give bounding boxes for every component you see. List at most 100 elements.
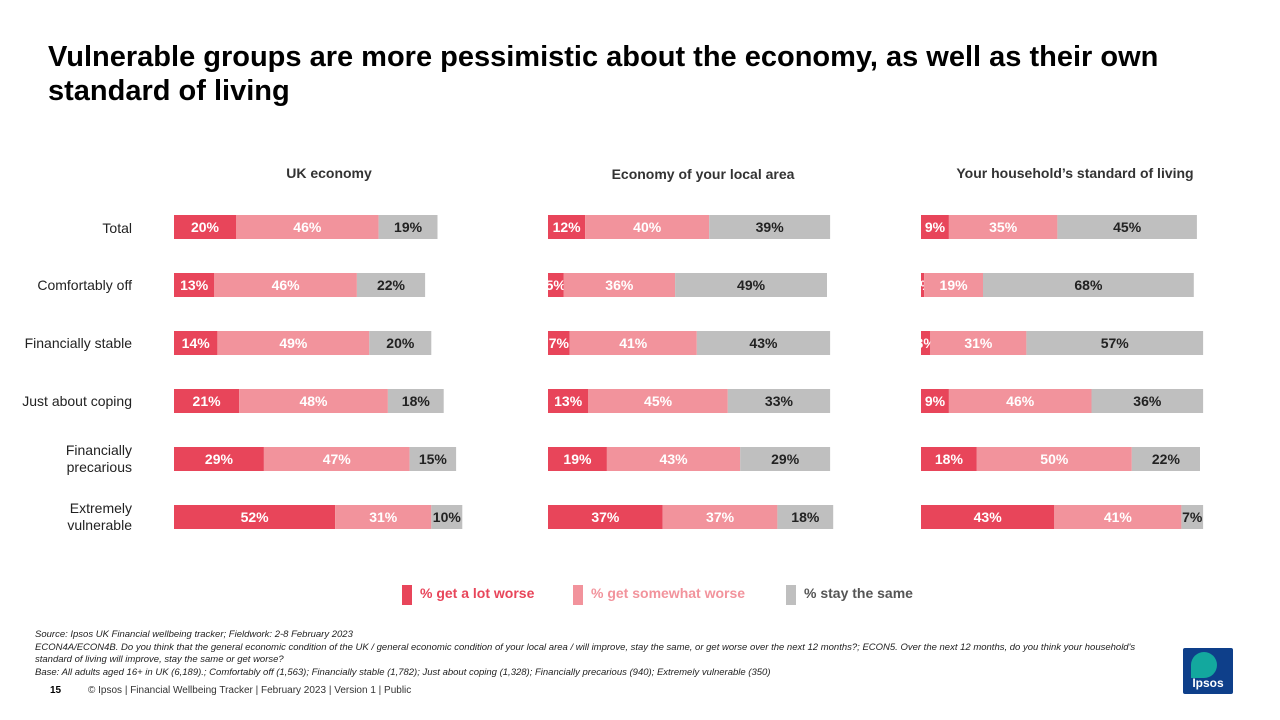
page-number: 15: [50, 685, 62, 696]
bar-3-3-somewhat-worse: [930, 331, 1027, 355]
bar-label-2-1-somewhat-worse: 40%: [633, 219, 662, 235]
chart-legend: % get a lot worse % get somewhat worse %…: [0, 585, 1280, 607]
bar-label-2-1-stay-same: 39%: [756, 219, 785, 235]
category-label-extremely-vulnerable-line1: Extremely: [69, 500, 132, 516]
footnotes: Source: Ipsos UK Financial wellbeing tra…: [35, 629, 1165, 679]
legend-swatch-stay-same: [786, 585, 796, 605]
bar-1-6-stay-same: [431, 505, 463, 529]
logo-text: Ipsos: [1192, 676, 1224, 690]
bar-3-2-lot-worse: [921, 273, 925, 297]
bar-3-4-stay-same: [1091, 389, 1204, 413]
legend-swatch-somewhat-worse: [573, 585, 583, 605]
bar-label-2-6-lot-worse: 37%: [591, 509, 620, 525]
bar-3-4-somewhat-worse: [948, 389, 1092, 413]
bar-1-2-stay-same: [356, 273, 426, 297]
bar-label-1-2-somewhat-worse: 46%: [272, 277, 301, 293]
bar-1-6-lot-worse: [174, 505, 336, 529]
bar-3-2-somewhat-worse: [924, 273, 983, 297]
bar-label-1-3-somewhat-worse: 49%: [279, 335, 308, 351]
bar-label-1-3-lot-worse: 14%: [182, 335, 211, 351]
bar-1-2-lot-worse: [174, 273, 215, 297]
bar-3-5-lot-worse: [921, 447, 977, 471]
bar-1-5-somewhat-worse: [263, 447, 410, 471]
bar-2-6-lot-worse: [548, 505, 663, 529]
bar-3-6-somewhat-worse: [1054, 505, 1182, 529]
panel-title-local-economy: Economy of your local area: [611, 166, 795, 182]
category-label-financially-precarious-line2: precarious: [66, 459, 132, 475]
bar-label-2-5-lot-worse: 19%: [563, 451, 592, 467]
logo-mark-icon: [1191, 652, 1217, 678]
bar-label-1-5-somewhat-worse: 47%: [323, 451, 352, 467]
bar-3-3-stay-same: [1026, 331, 1204, 355]
bar-label-3-1-stay-same: 45%: [1113, 219, 1142, 235]
bar-label-3-3-stay-same: 57%: [1101, 335, 1130, 351]
bar-label-1-4-somewhat-worse: 48%: [299, 393, 328, 409]
bar-1-4-lot-worse: [174, 389, 240, 413]
bar-label-1-6-stay-same: 10%: [433, 509, 462, 525]
footer-text: © Ipsos | Financial Wellbeing Tracker | …: [88, 685, 412, 696]
bar-label-3-4-lot-worse: 9%: [925, 393, 946, 409]
ipsos-logo: Ipsos: [1183, 648, 1233, 694]
bar-label-3-4-somewhat-worse: 46%: [1006, 393, 1035, 409]
footnote-base: Base: All adults aged 16+ in UK (6,189).…: [35, 666, 771, 678]
bar-label-3-2-somewhat-worse: 19%: [940, 277, 969, 293]
bar-label-3-6-lot-worse: 43%: [974, 509, 1003, 525]
bar-label-3-3-somewhat-worse: 31%: [964, 335, 993, 351]
bar-label-3-6-stay-same: 7%: [1182, 509, 1203, 525]
panel-title-uk-economy: UK economy: [286, 165, 372, 181]
bar-1-5-stay-same: [409, 447, 457, 471]
bar-label-2-3-lot-worse: 7%: [549, 335, 570, 351]
bar-3-4-lot-worse: [921, 389, 949, 413]
bar-label-1-4-stay-same: 18%: [402, 393, 431, 409]
bar-label-2-4-stay-same: 33%: [765, 393, 794, 409]
page-title: Vulnerable groups are more pessimistic a…: [48, 41, 1159, 107]
bar-2-6-somewhat-worse: [662, 505, 778, 529]
bar-label-3-5-lot-worse: 18%: [935, 451, 964, 467]
bar-label-2-4-somewhat-worse: 45%: [644, 393, 673, 409]
bar-2-5-stay-same: [740, 447, 831, 471]
bar-label-2-5-stay-same: 29%: [771, 451, 800, 467]
bar-label-1-3-stay-same: 20%: [386, 335, 415, 351]
bar-1-3-stay-same: [369, 331, 432, 355]
bar-1-1-lot-worse: [174, 215, 236, 239]
bar-3-5-somewhat-worse: [976, 447, 1132, 471]
category-label-just-about-coping: Just about coping: [22, 393, 132, 409]
bar-1-1-stay-same: [378, 215, 438, 239]
bar-label-2-5-somewhat-worse: 43%: [660, 451, 689, 467]
bar-3-2-stay-same: [983, 273, 1194, 297]
bar-2-2-lot-worse: [548, 273, 564, 297]
legend-label-lot-worse: % get a lot worse: [420, 585, 535, 601]
bar-label-3-4-stay-same: 36%: [1133, 393, 1162, 409]
bar-2-2-stay-same: [675, 273, 827, 297]
category-label-financially-stable: Financially stable: [24, 335, 132, 351]
bar-2-4-lot-worse: [548, 389, 589, 413]
bar-3-1-stay-same: [1057, 215, 1197, 239]
bar-label-2-3-somewhat-worse: 41%: [619, 335, 648, 351]
bar-2-4-somewhat-worse: [588, 389, 728, 413]
bar-label-3-2-stay-same: 68%: [1074, 277, 1103, 293]
bar-1-1-somewhat-worse: [236, 215, 379, 239]
bar-1-3-lot-worse: [174, 331, 218, 355]
legend-label-somewhat-worse: % get somewhat worse: [591, 585, 746, 601]
bar-label-2-2-somewhat-worse: 36%: [605, 277, 634, 293]
bar-1-4-somewhat-worse: [239, 389, 388, 413]
bar-1-4-stay-same: [387, 389, 444, 413]
bar-label-1-6-lot-worse: 52%: [241, 509, 270, 525]
bar-label-1-1-stay-same: 19%: [394, 219, 423, 235]
bar-label-2-1-lot-worse: 12%: [553, 219, 582, 235]
bar-label-1-5-stay-same: 15%: [419, 451, 448, 467]
bar-label-3-1-somewhat-worse: 35%: [989, 219, 1018, 235]
bar-2-3-stay-same: [696, 331, 831, 355]
bar-label-3-5-stay-same: 22%: [1152, 451, 1181, 467]
bar-2-2-somewhat-worse: [563, 273, 676, 297]
bar-label-2-4-lot-worse: 13%: [554, 393, 583, 409]
bar-2-1-somewhat-worse: [585, 215, 710, 239]
bar-3-6-lot-worse: [921, 505, 1055, 529]
bar-2-6-stay-same: [777, 505, 834, 529]
bar-label-2-3-stay-same: 43%: [749, 335, 778, 351]
bar-2-5-somewhat-worse: [606, 447, 741, 471]
bar-label-2-2-lot-worse: 5%: [546, 277, 567, 293]
bar-label-2-6-stay-same: 18%: [791, 509, 820, 525]
panel-title-household-living: Your household’s standard of living: [956, 165, 1194, 181]
bar-3-5-stay-same: [1131, 447, 1200, 471]
